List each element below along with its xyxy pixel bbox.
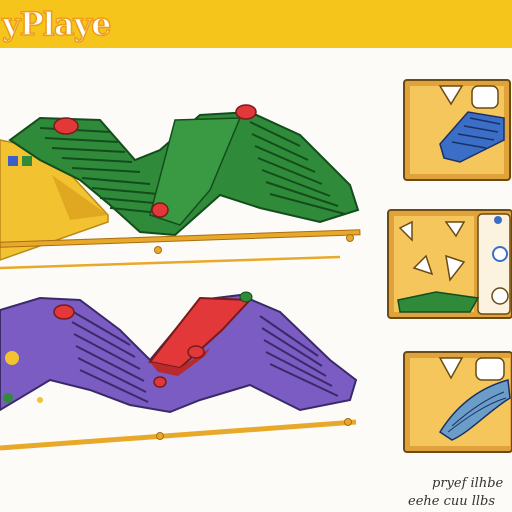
panel-cutout	[438, 85, 464, 106]
red-knob	[53, 117, 79, 135]
rail-peg	[344, 418, 352, 426]
green-marker	[3, 393, 13, 403]
green-flat-section	[149, 117, 242, 226]
panel-window	[471, 85, 499, 109]
red-knob	[151, 202, 169, 218]
panel-cutout	[438, 357, 464, 380]
purple-track-assembly	[0, 291, 358, 451]
wooden-rail	[0, 419, 357, 451]
title-banner: yPlaye	[0, 0, 512, 48]
rail-baseline	[0, 255, 341, 270]
panel-window	[475, 357, 505, 381]
panel-cutout	[444, 221, 466, 238]
yellow-marker	[37, 397, 43, 403]
rail-peg	[346, 234, 354, 242]
panel-cutout	[398, 220, 413, 242]
panel-square-blue	[8, 156, 18, 166]
panel-cutout	[412, 254, 434, 276]
red-slide-edge	[150, 348, 210, 376]
panel-square-green	[22, 156, 32, 166]
red-knob	[53, 304, 75, 320]
caption-line-2: eehe cuu llbs	[408, 494, 496, 509]
caption-line-1: pryef ilhbe	[432, 476, 504, 491]
side-panel-top	[403, 79, 511, 181]
red-knob	[187, 345, 205, 359]
side-panel-middle	[387, 209, 512, 319]
red-knob	[235, 104, 257, 120]
yellow-panel-shade	[52, 175, 108, 220]
blue-dot	[494, 216, 502, 224]
rail-peg	[156, 432, 164, 440]
porthole	[491, 287, 509, 305]
rail-peg	[154, 246, 162, 254]
green-platform	[397, 291, 480, 313]
brand-logo: yPlaye	[1, 4, 112, 44]
wooden-rail	[0, 229, 361, 248]
porthole	[492, 246, 508, 262]
green-knob	[239, 291, 253, 303]
yellow-marker	[3, 349, 21, 367]
green-track-assembly	[0, 104, 361, 270]
panel-cutout	[445, 254, 466, 282]
red-knob	[153, 376, 167, 388]
side-panel-bottom	[403, 351, 512, 453]
